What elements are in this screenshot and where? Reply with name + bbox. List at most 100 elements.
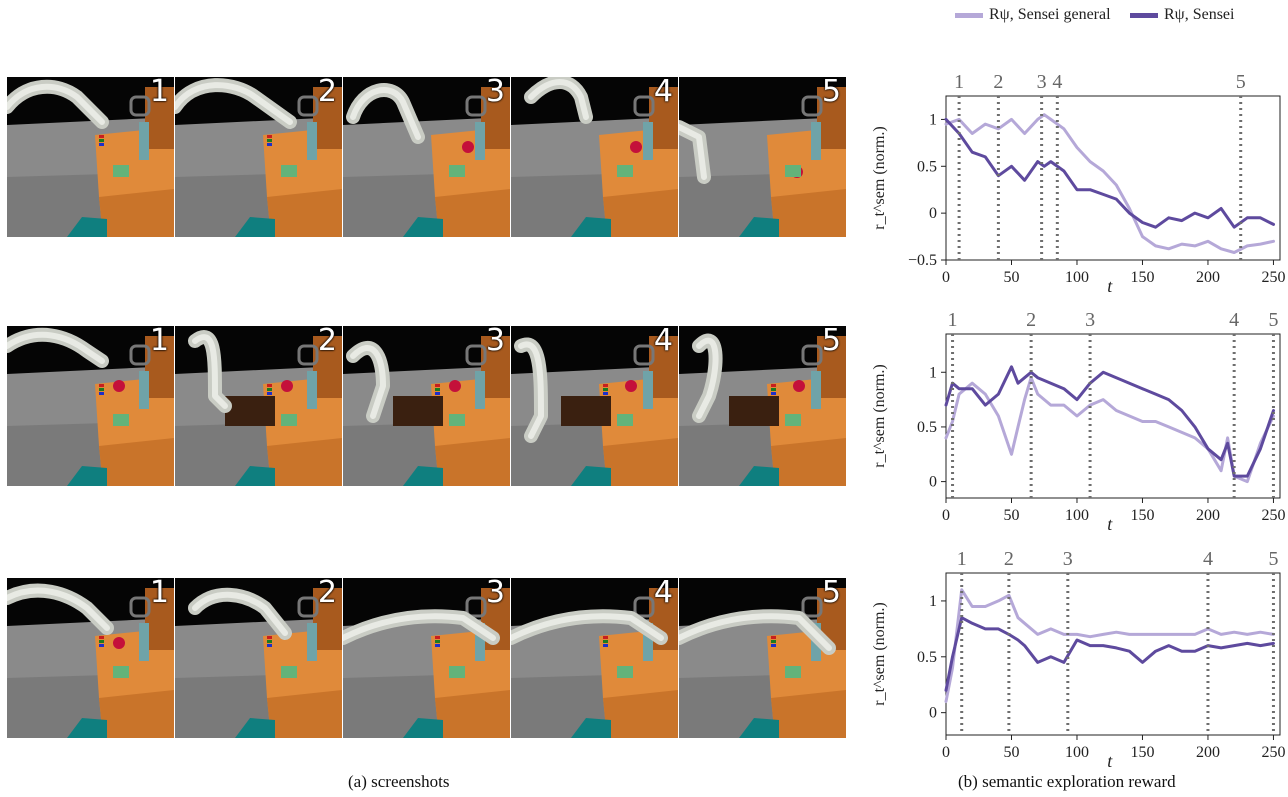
frame-marker-label: 3	[1085, 309, 1095, 331]
robot-scene-image	[343, 578, 510, 738]
frame-marker-label: 5	[1236, 71, 1246, 93]
legend-label-general: Rψ, Sensei general	[989, 6, 1111, 23]
plot-frame	[945, 95, 1281, 261]
screenshot-row-1: 1 2 3 4 5	[7, 77, 849, 237]
frame-number: 3	[485, 77, 505, 109]
x-tick-label: 250	[1261, 507, 1285, 524]
y-tick-label: 1	[929, 111, 937, 128]
robot-scene-image	[7, 77, 174, 237]
frame-marker-label: 4	[1229, 309, 1239, 331]
plot-frame	[945, 572, 1281, 736]
legend-label-sensei: Rψ, Sensei	[1164, 6, 1235, 23]
x-tick-label: 50	[1003, 269, 1019, 286]
x-tick-label: 200	[1196, 269, 1220, 286]
robot-scene-image	[7, 578, 174, 738]
y-tick-label: 0	[929, 474, 937, 491]
series-line-sensei-general	[944, 376, 1275, 484]
robot-scene-image	[175, 578, 342, 738]
frame-marker-label: 4	[1052, 71, 1062, 93]
reward-plot-1: r_t^sem (norm.) 0 50 100 150 200 250 t −0.5 0 0.5 1…	[862, 58, 1288, 298]
frame-number: 5	[821, 578, 841, 610]
frame-marker-label: 4	[1203, 548, 1213, 570]
frame-marker-label: 2	[993, 71, 1003, 93]
frame-number: 2	[317, 578, 337, 610]
frame-number: 1	[149, 578, 169, 610]
screenshot-row-2: 1 2 3 4 5	[7, 326, 849, 486]
robot-scene-image	[511, 326, 678, 486]
robot-scene-image	[679, 578, 846, 738]
x-tick-label: 50	[1003, 744, 1019, 761]
robot-scene-image	[679, 326, 846, 486]
screenshot-frame: 3	[343, 77, 510, 237]
frame-marker-label: 1	[948, 309, 958, 331]
series-line-sensei	[944, 365, 1275, 478]
y-tick-label: 0	[929, 705, 937, 722]
y-tick-label: 0	[929, 205, 937, 222]
frame-number: 1	[149, 77, 169, 109]
frame-marker-label: 1	[957, 548, 967, 570]
screenshot-frame: 1	[7, 326, 174, 486]
frame-number: 2	[317, 77, 337, 109]
y-tick-label: 0.5	[917, 649, 937, 666]
y-tick-label: −0.5	[908, 252, 937, 269]
frame-number: 4	[653, 326, 673, 358]
frame-marker-label: 5	[1268, 309, 1278, 331]
x-tick-label: 100	[1065, 507, 1089, 524]
frame-number: 3	[485, 326, 505, 358]
x-tick-label: 150	[1130, 507, 1154, 524]
caption-reward: (b) semantic exploration reward	[958, 772, 1176, 791]
frame-marker-label: 5	[1268, 548, 1278, 570]
robot-scene-image	[343, 326, 510, 486]
legend-swatch-sensei	[1130, 12, 1158, 18]
robot-scene-image	[511, 578, 678, 738]
legend-item-general: Rψ, Sensei general	[955, 6, 1111, 24]
screenshot-frame: 5	[679, 77, 846, 237]
screenshot-frame: 4	[511, 326, 678, 486]
screenshot-frame: 2	[175, 326, 342, 486]
screenshot-frame: 2	[175, 77, 342, 237]
frame-marker-label: 3	[1063, 548, 1073, 570]
x-tick-label: 250	[1261, 269, 1285, 286]
frame-number: 3	[485, 578, 505, 610]
screenshot-frame: 2	[175, 578, 342, 738]
legend-swatch-general	[955, 12, 983, 18]
legend-item-sensei: Rψ, Sensei	[1130, 6, 1234, 24]
x-tick-label: 0	[942, 744, 950, 761]
x-tick-label: 50	[1003, 507, 1019, 524]
screenshot-frame: 5	[679, 326, 846, 486]
x-axis-label: t	[1107, 751, 1113, 771]
y-tick-label: 0.5	[917, 158, 937, 175]
robot-scene-image	[679, 77, 846, 237]
frame-number: 1	[149, 326, 169, 358]
reward-plot-2: r_t^sem (norm.) 0 50 100 150 200 250 t 0 0.5 1 1 2 3 4…	[862, 296, 1288, 536]
y-axis-label: r_t^sem (norm.)	[871, 364, 888, 467]
series-line-sensei-general	[944, 113, 1275, 254]
screenshot-frame: 4	[511, 578, 678, 738]
frame-number: 4	[653, 578, 673, 610]
frame-marker-label: 2	[1026, 309, 1036, 331]
frame-number: 5	[821, 326, 841, 358]
y-tick-label: 1	[929, 364, 937, 381]
robot-scene-image	[511, 77, 678, 237]
screenshot-frame: 3	[343, 578, 510, 738]
screenshot-frame: 4	[511, 77, 678, 237]
robot-scene-image	[175, 326, 342, 486]
legend: Rψ, Sensei general Rψ, Sensei	[955, 4, 1285, 30]
x-tick-label: 0	[942, 507, 950, 524]
x-tick-label: 150	[1130, 744, 1154, 761]
x-tick-label: 200	[1196, 507, 1220, 524]
y-axis-label: r_t^sem (norm.)	[871, 602, 888, 705]
screenshot-frame: 1	[7, 578, 174, 738]
x-tick-label: 150	[1130, 269, 1154, 286]
screenshot-frame: 1	[7, 77, 174, 237]
screenshot-row-3: 1 2 3 4 5	[7, 578, 849, 738]
screenshot-frame: 3	[343, 326, 510, 486]
x-axis-label: t	[1107, 276, 1113, 296]
plot-frame	[945, 333, 1281, 499]
x-tick-label: 200	[1196, 744, 1220, 761]
frame-marker-label: 3	[1037, 71, 1047, 93]
caption-screenshots: (a) screenshots	[348, 772, 450, 791]
frame-number: 5	[821, 77, 841, 109]
frame-marker-label: 2	[1004, 548, 1014, 570]
